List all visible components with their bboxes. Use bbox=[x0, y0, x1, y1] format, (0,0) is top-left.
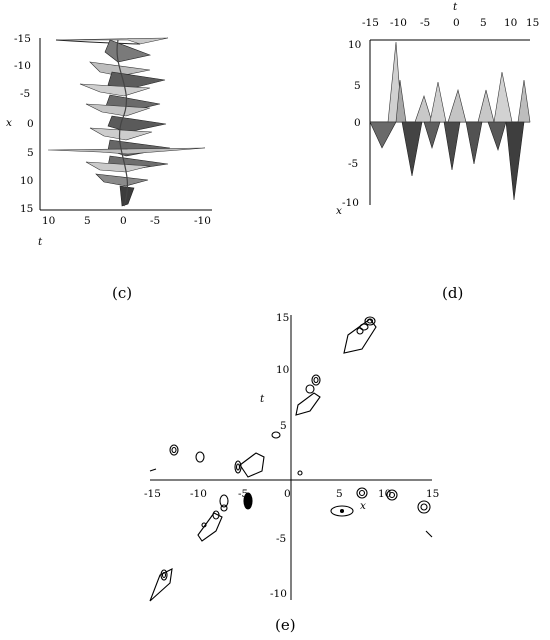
d-ttick-2: -5 bbox=[420, 17, 430, 29]
e-xtick-2: -5 bbox=[238, 488, 248, 500]
c-htick-2: 0 bbox=[120, 215, 127, 227]
caption-e: (e) bbox=[275, 616, 296, 634]
c-surface bbox=[47, 37, 206, 207]
c-vertical-axis-label: x bbox=[6, 117, 12, 129]
e-ytick-4: -10 bbox=[270, 588, 287, 600]
c-vtick-0: -15 bbox=[14, 33, 31, 45]
panel-e: -15 -10 -5 0 5 10 15 x 15 10 5 -5 -10 t bbox=[130, 305, 450, 615]
d-stick-3: -5 bbox=[348, 158, 358, 170]
caption-d: (d) bbox=[442, 284, 464, 302]
e-ytick-3: -5 bbox=[276, 533, 286, 545]
e-xtick-3: 0 bbox=[284, 488, 291, 500]
panel-d: t -15 -10 -5 0 5 10 15 10 5 0 -5 -10 x bbox=[320, 0, 550, 260]
d-ttick-1: -10 bbox=[390, 17, 407, 29]
e-xtick-1: -10 bbox=[190, 488, 207, 500]
d-ttick-4: 5 bbox=[480, 17, 487, 29]
c-vtick-2: -5 bbox=[20, 88, 30, 100]
c-htick-3: -5 bbox=[150, 215, 160, 227]
d-stick-4: -10 bbox=[342, 197, 359, 209]
e-contours bbox=[149, 316, 433, 602]
c-horizontal-axis-label: t bbox=[38, 236, 43, 248]
d-ttick-5: 10 bbox=[504, 17, 517, 29]
c-vtick-1: -10 bbox=[14, 60, 31, 72]
d-surface bbox=[369, 41, 531, 201]
e-ytick-2: 5 bbox=[280, 420, 287, 432]
d-top-axis-label: t bbox=[453, 1, 458, 13]
c-htick-1: 5 bbox=[84, 215, 91, 227]
e-xtick-5: 10 bbox=[378, 488, 391, 500]
panel-d-plot: t -15 -10 -5 0 5 10 15 10 5 0 -5 -10 x bbox=[336, 1, 539, 217]
e-xtick-0: -15 bbox=[144, 488, 161, 500]
c-vtick-3: 0 bbox=[27, 118, 34, 130]
c-htick-0: 10 bbox=[42, 215, 55, 227]
c-vtick-4: 5 bbox=[27, 147, 34, 159]
d-ttick-6: 15 bbox=[526, 17, 539, 29]
e-ytick-0: 15 bbox=[276, 312, 289, 324]
d-ttick-3: 0 bbox=[453, 17, 460, 29]
c-htick-4: -10 bbox=[194, 215, 211, 227]
caption-c: (c) bbox=[112, 284, 133, 302]
e-ytick-1: 10 bbox=[276, 364, 289, 376]
panel-e-plot: -15 -10 -5 0 5 10 15 x 15 10 5 -5 -10 t bbox=[144, 312, 439, 602]
d-ttick-0: -15 bbox=[362, 17, 379, 29]
d-side-axis-label: x bbox=[336, 205, 342, 217]
e-y-axis-label: t bbox=[260, 393, 265, 405]
panel-c: -15 -10 -5 0 5 10 15 x 10 5 0 -5 -10 t bbox=[0, 0, 240, 260]
e-xtick-4: 5 bbox=[336, 488, 343, 500]
panel-c-plot: -15 -10 -5 0 5 10 15 x 10 5 0 -5 -10 t bbox=[6, 33, 212, 248]
e-x-axis-label: x bbox=[360, 500, 366, 512]
c-vtick-5: 10 bbox=[20, 175, 33, 187]
c-vtick-6: 15 bbox=[20, 203, 33, 215]
d-stick-2: 0 bbox=[354, 117, 361, 129]
d-stick-1: 5 bbox=[354, 80, 361, 92]
e-xtick-6: 15 bbox=[426, 488, 439, 500]
d-stick-0: 10 bbox=[348, 39, 361, 51]
